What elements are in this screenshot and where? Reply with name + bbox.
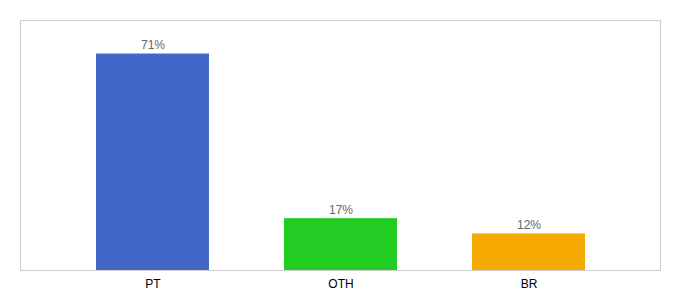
svg-text:71%: 71%	[141, 38, 165, 52]
svg-text:12%: 12%	[517, 218, 541, 232]
svg-text:17%: 17%	[329, 203, 353, 217]
svg-text:BR: BR	[521, 277, 538, 291]
svg-text:OTH: OTH	[328, 277, 353, 291]
svg-text:PT: PT	[145, 277, 161, 291]
